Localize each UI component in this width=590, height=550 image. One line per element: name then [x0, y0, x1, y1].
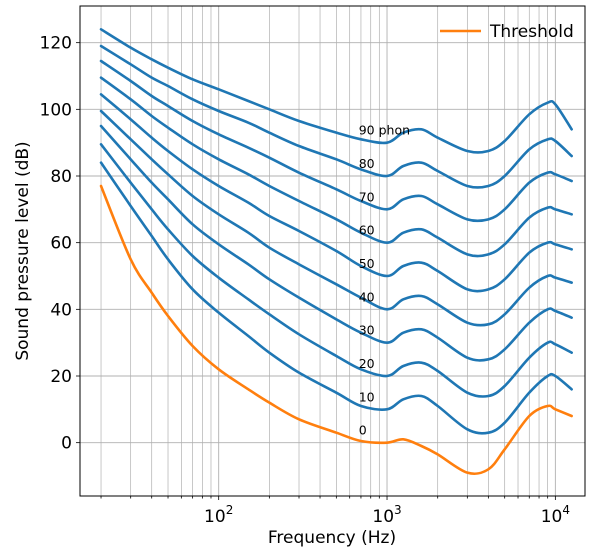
plot-frame: [79, 5, 586, 497]
curve-label: 40: [359, 289, 375, 304]
curve-label: 70: [359, 189, 375, 204]
x-tick-exponent: 3: [394, 503, 402, 517]
curve-label: 0: [359, 423, 367, 438]
x-tick-base: 10: [541, 507, 563, 527]
phon-curve: [99, 124, 573, 362]
x-tick-base: 10: [372, 507, 394, 527]
phon-curve: [99, 28, 573, 154]
y-axis-label: Sound pressure level (dB): [13, 141, 33, 360]
x-tick-label: 103: [372, 503, 401, 527]
y-tick-label: 20: [50, 367, 72, 387]
phon-curve: [99, 59, 573, 223]
y-tick-label: 0: [61, 434, 72, 454]
curve-label: 10: [359, 389, 375, 404]
phon-curve: [99, 76, 573, 258]
curve-label: 90 phon: [359, 123, 410, 138]
y-tick-label: 120: [40, 34, 72, 54]
phon-curve: [99, 109, 573, 327]
y-tick-label: 80: [50, 167, 72, 187]
x-tick-label: 104: [541, 503, 570, 527]
phon-curve: [99, 93, 573, 293]
x-tick-label: 102: [204, 503, 233, 527]
x-axis-label: Frequency (Hz): [268, 528, 396, 548]
legend: Threshold: [440, 22, 574, 42]
series-lines: [99, 28, 573, 476]
curve-label: 60: [359, 223, 375, 238]
curve-labels: 0 10 20 30 40 50 60 70 80 90 phon: [359, 123, 410, 438]
curve-label: 20: [359, 356, 375, 371]
x-tick-exponent: 4: [562, 503, 570, 517]
threshold-curve: [99, 184, 573, 476]
x-tick-exponent: 2: [226, 503, 234, 517]
y-tick-label: 100: [40, 100, 72, 120]
curve-label: 50: [359, 256, 375, 271]
x-tick-base: 10: [204, 507, 226, 527]
y-tick-label: 60: [50, 234, 72, 254]
legend-threshold-label: Threshold: [489, 22, 574, 42]
curve-label: 30: [359, 323, 375, 338]
phon-curve: [99, 161, 573, 435]
y-tick-label: 40: [50, 300, 72, 320]
phon-curve: [99, 44, 573, 189]
phon-curve: [99, 143, 573, 398]
curve-label: 80: [359, 156, 375, 171]
